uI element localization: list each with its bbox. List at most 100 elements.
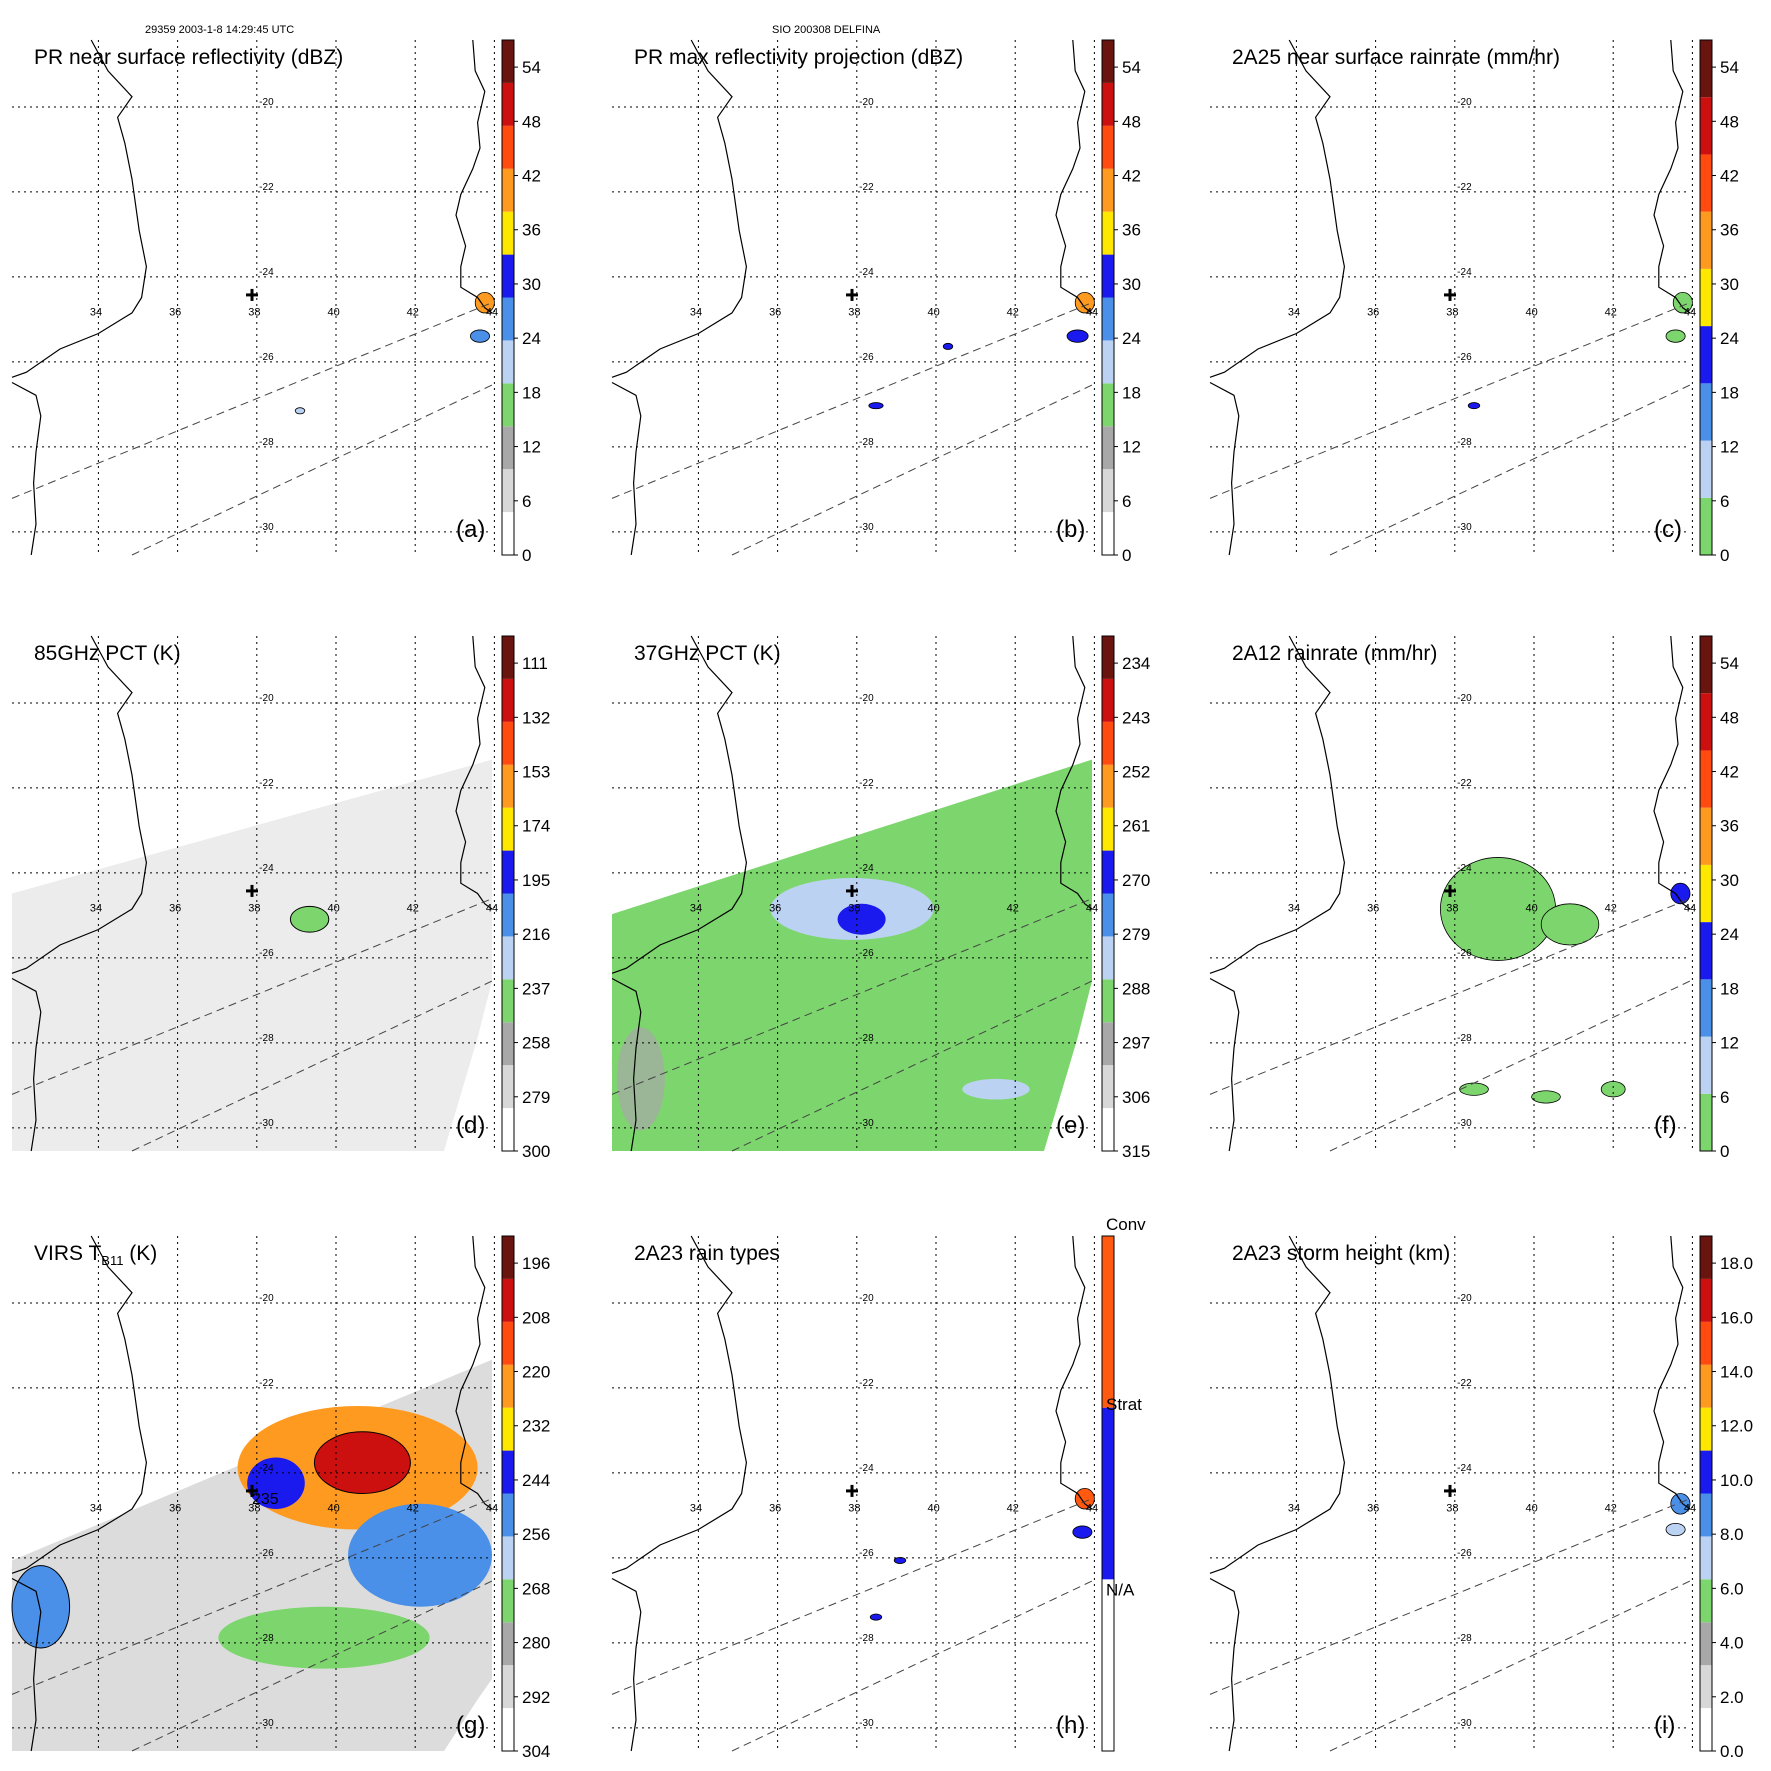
rain-cell [1074, 291, 1095, 314]
colorbar-tick-label: 244 [522, 1471, 550, 1490]
swath-edge-south [1329, 1580, 1691, 1752]
colorbar-segment [1700, 268, 1712, 327]
colorbar-tick-label: 18 [1122, 383, 1141, 402]
title-subscript: B11 [101, 1253, 123, 1268]
coastline-africa [1209, 1235, 1346, 1574]
lat-label: -20 [859, 693, 874, 704]
colorbar-segment [1102, 764, 1114, 808]
colorbar-tick-label: 0 [1720, 1142, 1729, 1161]
lat-label: -24 [859, 863, 874, 874]
colorbar-segment [1102, 254, 1114, 298]
colorbar-segment [502, 1665, 514, 1709]
colorbar-frame [1699, 1235, 1713, 1752]
colorbar-segment [502, 383, 514, 427]
swath-fill [612, 759, 1092, 1151]
colorbar-segment [1102, 512, 1114, 555]
swath-fill [12, 759, 492, 1151]
colorbar-segment [502, 1236, 514, 1279]
coastline-africa [11, 39, 148, 378]
colorbar-tick-label: 30 [1122, 275, 1141, 294]
swath-edge-south [1329, 980, 1691, 1152]
colorbar-tick-label: 0.0 [1720, 1742, 1744, 1761]
lat-label: -28 [859, 437, 874, 448]
colorbar-tick-label: 315 [1122, 1142, 1150, 1161]
colorbar-frame [1699, 39, 1713, 556]
rain-cell [294, 407, 306, 415]
rain-cell [869, 1613, 883, 1621]
colorbar-segment [502, 636, 514, 679]
colorbar-segment [502, 979, 514, 1023]
lat-label: -26 [859, 948, 874, 959]
lon-label: 40 [1525, 1503, 1537, 1515]
lat-label: -20 [1457, 1293, 1472, 1304]
cloud-blue [247, 1457, 305, 1509]
colorbar-tick-label: 279 [522, 1088, 550, 1107]
lon-label: 36 [1367, 307, 1379, 319]
rain-cell [474, 291, 495, 314]
colorbar-tick-label: 18 [1720, 383, 1739, 402]
lat-label: -28 [859, 1033, 874, 1044]
colorbar-tick-label: 42 [1122, 167, 1141, 186]
colorbar-tick-label: 36 [522, 221, 541, 240]
colorbar-tick-label: 237 [522, 979, 550, 998]
swath-edge-north [611, 302, 1093, 499]
lat-label: -30 [259, 1118, 274, 1129]
swath-edge-south [1329, 384, 1691, 556]
swath-edge-north [611, 898, 1093, 1095]
coastline-africa [11, 635, 148, 974]
colorbar-segment [1700, 440, 1712, 498]
coastline-africa-south [1209, 381, 1240, 556]
rain-cell [1672, 291, 1693, 314]
lon-label: 38 [1446, 307, 1458, 319]
colorbar-segment [502, 125, 514, 169]
coastline-madagascar [1055, 39, 1093, 314]
colorbar-tick-label: 36 [1720, 817, 1739, 836]
rain-cell [1072, 1525, 1093, 1539]
lon-label: 36 [1367, 903, 1379, 915]
rain-cell [1540, 903, 1600, 946]
lat-label: -30 [1457, 1118, 1472, 1129]
colorbar-segment [502, 512, 514, 555]
lat-label: -24 [1457, 267, 1472, 278]
colorbar-tick-label: 24 [1720, 329, 1739, 348]
colorbar-tick-label: 6 [1720, 1088, 1729, 1107]
colorbar-segment [1700, 1236, 1712, 1279]
colorbar-segment [1102, 1579, 1114, 1751]
colorbar-segment [1700, 211, 1712, 269]
colorbar-segment [502, 1450, 514, 1494]
lat-label: -30 [1457, 1718, 1472, 1729]
lon-label: 40 [927, 1503, 939, 1515]
colorbar-tick-label: 292 [522, 1688, 550, 1707]
colorbar-tick-label: 304 [522, 1742, 550, 1761]
lon-label: 40 [327, 903, 339, 915]
colorbar-segment [1700, 154, 1712, 212]
lat-label: -20 [1457, 97, 1472, 108]
colorbar-frame [1699, 635, 1713, 1152]
lon-label: 34 [1288, 903, 1300, 915]
lon-label: 44 [486, 903, 498, 915]
lat-label: -26 [859, 1548, 874, 1559]
colorbar-tick-label: 54 [1122, 58, 1141, 77]
coastline-africa [611, 39, 748, 378]
cloud-top-core [313, 1431, 411, 1494]
lat-label: -28 [1457, 1633, 1472, 1644]
colorbar-tick-label: 18 [1720, 979, 1739, 998]
colorbar-segment [502, 168, 514, 212]
coastline-africa [611, 635, 748, 974]
colorbar-segment [1102, 1407, 1114, 1580]
lat-label: -30 [859, 522, 874, 533]
colorbar-tick-label: 12 [1720, 438, 1739, 457]
lon-label: 36 [169, 1503, 181, 1515]
colorbar-segment [1102, 340, 1114, 384]
colorbar-segment [1700, 383, 1712, 441]
colorbar-tick-label: 208 [522, 1308, 550, 1327]
cold-region-south [962, 1078, 1030, 1100]
lat-label: -26 [259, 1548, 274, 1559]
colorbar-segment [1102, 636, 1114, 679]
colorbar-segment [1700, 1278, 1712, 1322]
colorbar-segment [1700, 693, 1712, 751]
colorbar-tick-label: 268 [522, 1579, 550, 1598]
lon-label: 44 [486, 1503, 498, 1515]
coastline-africa-south [11, 1577, 42, 1752]
colorbar-tick-label: 6 [1720, 492, 1729, 511]
